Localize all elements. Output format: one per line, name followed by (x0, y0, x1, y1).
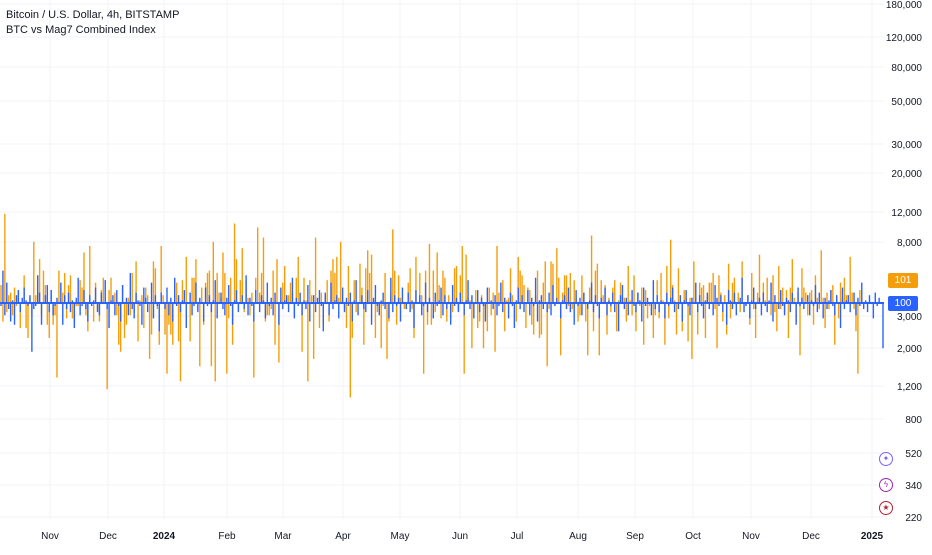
x-tick-label: Aug (569, 531, 587, 542)
series-orange-bars (0, 213, 861, 398)
x-tick-label: Dec (99, 531, 117, 542)
y-tick-label: 120,000 (886, 33, 923, 44)
x-axis: Nov Dec 2024 Feb Mar Apr May Jun Jul Aug Sep Oct Nov… (41, 531, 883, 542)
x-tick-label: Mar (274, 531, 292, 542)
symbol-title[interactable]: Bitcoin / U.S. Dollar, 4h, BITSTAMP (6, 9, 180, 21)
y-tick-label: 20,000 (891, 169, 922, 180)
x-tick-label: Apr (335, 531, 351, 542)
y-tick-label: 340 (905, 481, 922, 492)
grid-lines (0, 0, 884, 519)
y-tick-label: 12,000 (891, 208, 922, 219)
x-tick-label: Jun (452, 531, 468, 542)
x-tick-label: 2024 (153, 531, 176, 542)
last-value-badge-mag7: 100 (888, 296, 918, 311)
y-tick-label: 1,200 (897, 382, 922, 393)
series-blue-bars (0, 270, 884, 352)
y-axis: 180,000 120,000 80,000 50,000 30,000 20,000 12… (886, 0, 923, 524)
x-tick-label: Nov (41, 531, 59, 542)
y-tick-label: 180,000 (886, 0, 923, 11)
x-tick-label: May (391, 531, 410, 542)
last-value-badge-btc: 101 (888, 273, 918, 288)
y-tick-label: 520 (905, 449, 922, 460)
y-tick-label: 220 (905, 513, 922, 524)
x-tick-label: 2025 (861, 531, 884, 542)
sparkle-icon[interactable]: ✦ (879, 452, 893, 466)
indicator-title[interactable]: BTC vs Mag7 Combined Index (6, 24, 156, 36)
y-tick-label: 8,000 (897, 238, 922, 249)
x-tick-label: Feb (218, 531, 236, 542)
us-flag-icon[interactable]: ★ (879, 501, 893, 515)
x-tick-label: Oct (685, 531, 701, 542)
x-tick-label: Jul (511, 531, 524, 542)
y-tick-label: 80,000 (891, 63, 922, 74)
y-tick-label: 800 (905, 415, 922, 426)
y-tick-label: 3,000 (897, 312, 922, 323)
y-tick-label: 50,000 (891, 97, 922, 108)
lightning-icon[interactable]: ϟ (879, 478, 893, 492)
x-tick-label: Dec (802, 531, 820, 542)
y-tick-label: 2,000 (897, 344, 922, 355)
x-tick-label: Sep (626, 531, 644, 542)
legend: Bitcoin / U.S. Dollar, 4h, BITSTAMP BTC … (6, 8, 179, 38)
y-tick-label: 30,000 (891, 140, 922, 151)
x-tick-label: Nov (742, 531, 760, 542)
